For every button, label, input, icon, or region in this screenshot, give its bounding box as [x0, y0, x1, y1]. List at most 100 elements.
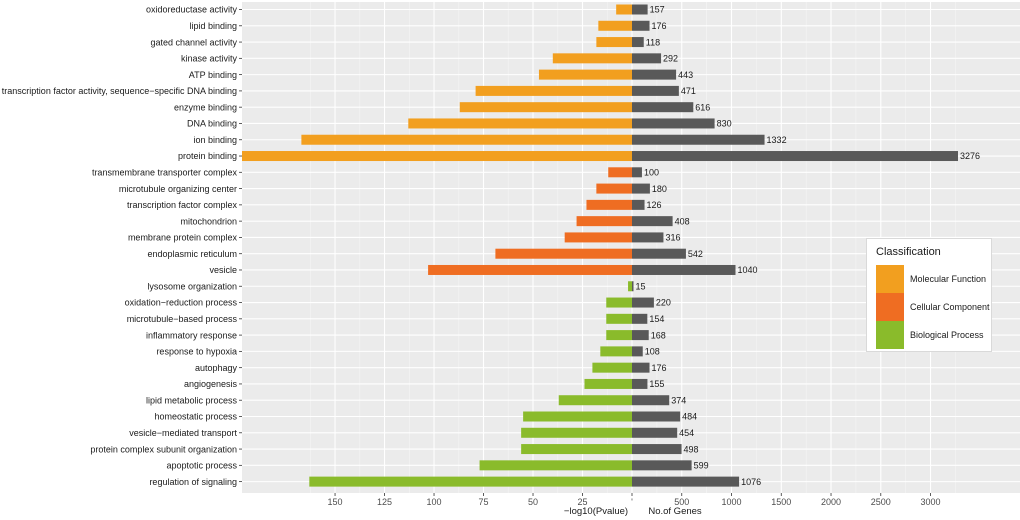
category-label: angiogenesis: [184, 379, 238, 389]
legend-label: Molecular Function: [910, 274, 987, 284]
legend-key-cellular-component: [876, 293, 904, 321]
gene-count-bar: [632, 102, 694, 113]
gene-count-bar: [632, 248, 686, 259]
gene-count-bar: [632, 297, 654, 308]
category-label: protein complex subunit organization: [90, 444, 237, 454]
legend-item-molecular-function: Molecular Function: [876, 265, 992, 293]
pvalue-bar: [495, 248, 632, 259]
gene-count-bar: [632, 167, 642, 178]
gene-count-label: 118: [646, 37, 660, 47]
gene-count-label: 176: [652, 21, 667, 31]
pvalue-bar: [552, 53, 632, 64]
x-tick-label: 75: [479, 497, 489, 507]
gene-count-bar: [632, 362, 650, 373]
gene-count-label: 3276: [960, 151, 980, 161]
legend-key-molecular-function: [876, 265, 904, 293]
gene-count-bar: [632, 151, 958, 162]
category-label: microtubule−based process: [127, 314, 238, 324]
gene-count-label: 126: [647, 200, 662, 210]
gene-count-label: 498: [684, 444, 699, 454]
category-label: membrane protein complex: [128, 233, 238, 243]
gene-count-label: 100: [644, 168, 659, 178]
category-label: microtubule organizing center: [119, 184, 237, 194]
gene-count-label: 599: [694, 461, 709, 471]
gene-count-label: 542: [688, 249, 703, 259]
gene-count-label: 168: [651, 330, 666, 340]
gene-count-bar: [632, 313, 648, 324]
pvalue-bar: [592, 362, 632, 373]
legend-item-biological-process: Biological Process: [876, 321, 992, 349]
x-tick-label: 25: [577, 497, 587, 507]
x-tick-label: 2000: [821, 497, 841, 507]
gene-count-bar: [632, 232, 664, 243]
gene-count-label: 830: [717, 119, 732, 129]
x-tick-label: ': [631, 497, 633, 507]
gene-count-label: 443: [678, 70, 693, 80]
x-tick-label: 3000: [921, 497, 941, 507]
gene-count-label: 316: [665, 233, 680, 243]
pvalue-bar: [596, 37, 632, 48]
gene-count-label: 292: [663, 54, 678, 64]
gene-count-label: 408: [675, 216, 690, 226]
category-label: protein binding: [178, 151, 237, 161]
gene-count-label: 180: [652, 184, 667, 194]
pvalue-bar: [523, 411, 632, 422]
gene-count-bar: [632, 85, 679, 96]
category-label: lipid metabolic process: [146, 395, 238, 405]
category-label: oxidation−reduction process: [125, 298, 238, 308]
gene-count-label: 1332: [767, 135, 787, 145]
category-label: oxidoreductase activity: [146, 5, 238, 15]
category-label: inflammatory response: [146, 330, 237, 340]
gene-count-label: 108: [645, 347, 660, 357]
pvalue-bar: [309, 476, 632, 487]
gene-count-label: 157: [650, 5, 665, 15]
gene-count-bar: [632, 427, 678, 438]
gene-count-label: 454: [679, 428, 694, 438]
pvalue-bar: [521, 444, 632, 455]
legend: Classification Molecular Function Cellul…: [866, 238, 992, 352]
gene-count-bar: [632, 53, 662, 64]
pvalue-bar: [586, 199, 632, 210]
gene-count-bar: [632, 183, 650, 194]
pvalue-bar: [598, 20, 632, 31]
gene-count-bar: [632, 460, 692, 471]
gene-count-bar: [632, 346, 643, 357]
x-tick-label: 150: [328, 497, 343, 507]
legend-item-cellular-component: Cellular Component: [876, 293, 992, 321]
pvalue-bar: [606, 330, 632, 341]
x-tick-label: 50: [528, 497, 538, 507]
gene-count-bar: [632, 20, 650, 31]
category-label: response to hypoxia: [156, 347, 237, 357]
gene-count-label: 155: [649, 379, 664, 389]
gene-count-bar: [632, 69, 677, 80]
pvalue-bar: [558, 395, 632, 406]
x-axis-title-right: No.of Genes: [648, 506, 702, 517]
gene-count-bar: [632, 476, 740, 487]
category-label: mitochondrion: [180, 216, 237, 226]
x-tick-labels: 150 125 100 75 50 25 ' 500 1000 1500 2000 2500 3000: [328, 493, 941, 507]
x-tick-label: 500: [674, 497, 689, 507]
pvalue-bar: [596, 183, 632, 194]
pvalue-bar: [301, 134, 632, 145]
gene-count-label: 176: [652, 363, 667, 373]
category-label: transmembrane transporter complex: [92, 168, 238, 178]
category-label: vesicle−mediated transport: [129, 428, 237, 438]
pvalue-bar: [600, 346, 632, 357]
x-tick-label: 2500: [871, 497, 891, 507]
pvalue-bar: [475, 85, 632, 96]
pvalue-bar: [564, 232, 632, 243]
gene-count-bar: [632, 118, 715, 129]
gene-count-bar: [632, 4, 648, 15]
x-tick-label: 1500: [771, 497, 791, 507]
pvalue-bar: [428, 264, 632, 275]
gene-count-label: 1076: [741, 477, 761, 487]
gene-count-bar: [632, 134, 765, 145]
category-label: lipid binding: [189, 21, 237, 31]
gene-count-bar: [632, 199, 645, 210]
pvalue-bar: [479, 460, 632, 471]
pvalue-bar: [606, 297, 632, 308]
category-label: DNA binding: [187, 119, 237, 129]
legend-key-biological-process: [876, 321, 904, 349]
gene-count-label: 616: [695, 102, 710, 112]
pvalue-bar: [576, 216, 632, 227]
